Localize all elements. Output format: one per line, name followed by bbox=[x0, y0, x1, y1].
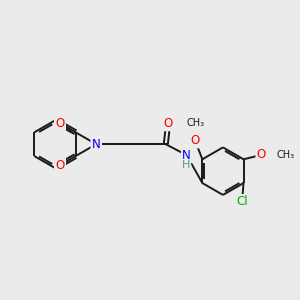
Text: N: N bbox=[92, 138, 100, 151]
Text: O: O bbox=[164, 117, 173, 130]
Text: CH₃: CH₃ bbox=[187, 118, 205, 128]
Text: O: O bbox=[190, 134, 200, 147]
Text: O: O bbox=[257, 148, 266, 161]
Text: N: N bbox=[182, 149, 191, 162]
Text: O: O bbox=[55, 117, 64, 130]
Text: CH₃: CH₃ bbox=[277, 150, 295, 160]
Text: O: O bbox=[55, 158, 64, 172]
Text: Cl: Cl bbox=[236, 195, 248, 208]
Text: H: H bbox=[182, 160, 190, 170]
